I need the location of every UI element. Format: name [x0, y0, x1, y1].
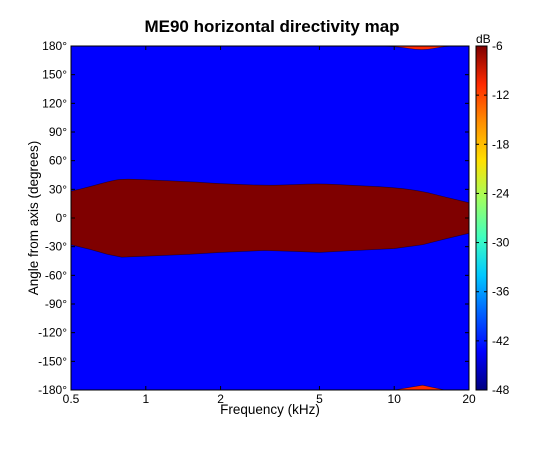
- contour-band-level-0: [71, 178, 469, 258]
- x-tick-label: 20: [462, 392, 476, 406]
- colorbar-gradient: [475, 45, 488, 391]
- colorbar: dB -6 -12 -18 -24 -30 -36 -42 -48: [475, 32, 510, 397]
- x-axis-ticks: 0.5 1 2 5 10 20: [63, 46, 476, 406]
- x-tick-label: 5: [316, 392, 323, 406]
- y-tick-label: 120°: [42, 96, 67, 110]
- y-tick-label: 60°: [49, 154, 67, 168]
- y-tick-label: -60°: [45, 268, 67, 282]
- y-tick-label: 180°: [42, 39, 67, 53]
- plot-area: [71, 46, 469, 390]
- y-tick-label: -120°: [38, 326, 67, 340]
- x-tick-label: 10: [388, 392, 402, 406]
- x-axis-label: Frequency (kHz): [220, 402, 320, 417]
- y-tick-label: -180°: [38, 383, 67, 397]
- contour-bands: [71, 46, 469, 390]
- y-tick-label: 0°: [56, 211, 68, 225]
- colorbar-ticks: -6 -12 -18 -24 -30 -36 -42 -48: [476, 39, 510, 397]
- y-axis-label: Angle from axis (degrees): [26, 141, 41, 296]
- x-tick-label: 1: [142, 392, 149, 406]
- y-tick-label: -90°: [45, 297, 67, 311]
- y-tick-label: -150°: [38, 354, 67, 368]
- colorbar-tick-label: -48: [492, 383, 510, 397]
- y-tick-label: 30°: [49, 182, 67, 196]
- colorbar-tick-label: -18: [492, 137, 510, 151]
- y-tick-label: 90°: [49, 125, 67, 139]
- y-tick-label: 150°: [42, 68, 67, 82]
- colorbar-tick-label: -24: [492, 186, 510, 200]
- x-tick-label: 2: [217, 392, 224, 406]
- x-tick-label: 0.5: [63, 392, 80, 406]
- chart-title: ME90 horizontal directivity map: [144, 17, 399, 36]
- y-axis-ticks: 180° 150° 120° 90° 60° 30° 0° -30° -60° -90° -120°…: [38, 39, 469, 397]
- colorbar-tick-label: -36: [492, 285, 510, 299]
- colorbar-tick-label: -42: [492, 334, 510, 348]
- colorbar-unit-label: dB: [476, 32, 491, 46]
- colorbar-tick-label: -30: [492, 236, 510, 250]
- colorbar-tick-label: -6: [492, 39, 503, 53]
- colorbar-tick-label: -12: [492, 88, 510, 102]
- y-tick-label: -30°: [45, 240, 67, 254]
